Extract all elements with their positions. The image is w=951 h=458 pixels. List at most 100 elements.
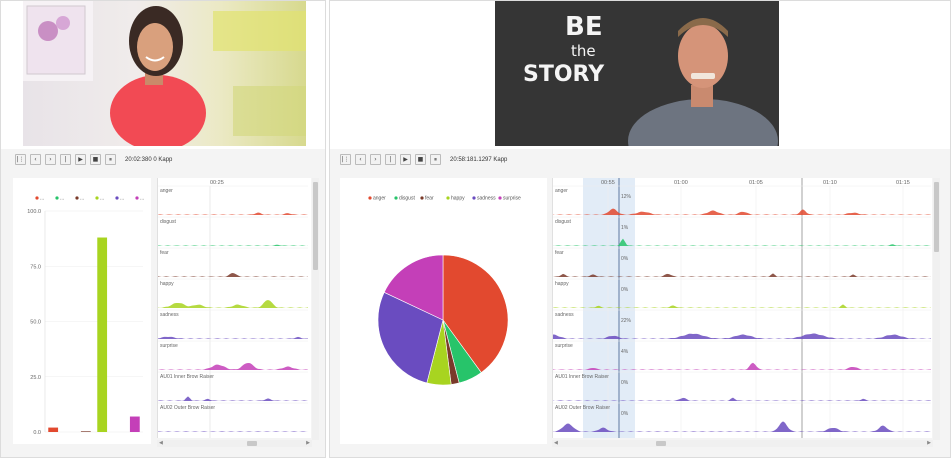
pie-legend-label-sadness[interactable]: sadness	[477, 196, 496, 202]
left-timeline-horizontal-scrollbar[interactable]: ◀ ▶	[157, 440, 312, 447]
right-video-area: BE the STORY	[330, 1, 950, 149]
left-prev-frame-button[interactable]: ‹	[30, 154, 41, 165]
left-track-wave	[158, 362, 308, 370]
bar-happy[interactable]	[97, 237, 108, 432]
right-track-label: AU01 Inner Brow Raiser	[555, 374, 609, 380]
right-timeline-axis-label: 00:55	[601, 180, 615, 186]
bar-legend-swatch[interactable]	[75, 196, 79, 200]
scroll-right-arrow-icon[interactable]: ▶	[306, 440, 310, 446]
bar-legend-swatch[interactable]	[35, 196, 39, 200]
right-video-player[interactable]: BE the STORY	[495, 1, 779, 146]
left-play-button[interactable]: ▶	[75, 154, 86, 165]
bar-y-tick-label: 50.0	[30, 320, 41, 326]
right-track-label: disgust	[555, 219, 571, 225]
left-emotion-timeline[interactable]: 00:25 anger disgust fear happy sadness surpris…	[157, 178, 311, 438]
pie-legend-swatch[interactable]	[420, 196, 424, 200]
bar-y-tick-label: 0.0	[33, 430, 41, 436]
bar-legend-label[interactable]: ...	[60, 196, 64, 202]
left-session-panel: |⋮ ‹ › | ▶ ■ ⏸ 20:02:380 0 Kapp 0.0 25.0 5…	[0, 0, 326, 458]
pie-slice-surprise[interactable]	[383, 254, 444, 321]
bar-surprise[interactable]	[129, 416, 140, 432]
left-video-area	[1, 1, 325, 149]
scroll-left-arrow-icon[interactable]: ◀	[159, 440, 163, 446]
pie-legend-swatch[interactable]	[498, 196, 502, 200]
right-play-button[interactable]: ▶	[400, 154, 411, 165]
bar-legend-label[interactable]: ...	[80, 196, 84, 202]
right-marker-button[interactable]: |	[385, 154, 396, 165]
left-horizontal-scroll-thumb[interactable]	[247, 441, 257, 446]
left-marker-button[interactable]: |	[60, 154, 71, 165]
bar-legend-label[interactable]: ...	[40, 196, 44, 202]
left-track-wave	[158, 336, 308, 339]
right-track-label: AU02 Outer Brow Raiser	[555, 405, 610, 411]
pie-legend-label-fear[interactable]: fear	[425, 196, 434, 202]
bar-legend-swatch[interactable]	[115, 196, 119, 200]
pie-slice-anger[interactable]	[442, 254, 509, 374]
right-vertical-scroll-thumb[interactable]	[934, 182, 939, 252]
left-player-controls: |⋮ ‹ › | ▶ ■ ⏸ 20:02:380 0 Kapp	[15, 154, 172, 165]
pie-slice-sadness[interactable]	[377, 291, 444, 384]
left-track-label: AU02 Outer Brow Raiser	[160, 405, 215, 411]
right-timeline-vertical-scrollbar[interactable]	[933, 178, 940, 440]
right-track-wave	[553, 238, 931, 246]
bar-legend-label[interactable]: ...	[120, 196, 124, 202]
left-track-wave	[158, 396, 308, 401]
right-timeline-axis-label: 01:15	[896, 180, 910, 186]
left-video-player[interactable]	[23, 1, 306, 146]
right-track-label: surprise	[555, 343, 573, 349]
pie-legend-swatch[interactable]	[394, 196, 398, 200]
bar-y-tick-label: 75.0	[30, 264, 41, 270]
left-video-frame	[23, 1, 306, 146]
left-pause-button[interactable]: ⏸	[105, 154, 116, 165]
bar-legend-label[interactable]: ...	[100, 196, 104, 202]
left-track-wave	[158, 244, 308, 246]
right-track-wave	[553, 362, 931, 370]
left-next-frame-button[interactable]: ›	[45, 154, 56, 165]
bar-chart-svg: 0.0 25.0 50.0 75.0 100.0..................	[27, 196, 144, 437]
left-stop-button[interactable]: ■	[90, 154, 101, 165]
right-player-controls: |⋮ ‹ › | ▶ ■ ⏸ 20:58:181.1297 Kapp	[340, 154, 507, 165]
pie-legend-label-disgust[interactable]: disgust	[399, 196, 415, 202]
right-track-label: fear	[555, 250, 564, 256]
pie-legend-label-anger[interactable]: anger	[373, 196, 386, 202]
pie-legend-label-happy[interactable]: happy	[451, 196, 465, 202]
right-track-wave	[553, 304, 931, 308]
pie-legend-swatch[interactable]	[472, 196, 476, 200]
right-scroll-left-arrow-icon[interactable]: ◀	[554, 440, 558, 446]
right-track-percentage: 0%	[621, 256, 629, 262]
left-timeline-svg: 00:25 anger disgust fear happy sadness surpris…	[158, 180, 308, 438]
right-scroll-right-arrow-icon[interactable]: ▶	[927, 440, 931, 446]
left-frame-start-button[interactable]: |⋮	[15, 154, 26, 165]
left-timeline-vertical-scrollbar[interactable]	[312, 178, 319, 440]
right-horizontal-scroll-thumb[interactable]	[656, 441, 666, 446]
right-pause-button[interactable]: ⏸	[430, 154, 441, 165]
pie-chart-svg: anger disgust fear happy sadness surprise	[368, 196, 521, 386]
left-emotion-bar-chart: 0.0 25.0 50.0 75.0 100.0..................	[13, 178, 151, 444]
right-timeline-horizontal-scrollbar[interactable]: ◀ ▶	[552, 440, 933, 447]
right-prev-frame-button[interactable]: ‹	[355, 154, 366, 165]
video-sign-the: the	[571, 42, 596, 60]
pie-legend-swatch[interactable]	[446, 196, 450, 200]
bar-anger[interactable]	[48, 427, 59, 432]
pie-legend-swatch[interactable]	[368, 196, 372, 200]
right-emotion-timeline[interactable]: 00:55 01:00 01:05 01:10 01:15 anger 12% disgust…	[552, 178, 932, 438]
right-timeline-axis-label: 01:00	[674, 180, 688, 186]
bar-legend-swatch[interactable]	[95, 196, 99, 200]
right-track-percentage: 12%	[621, 194, 632, 200]
pie-legend-label-surprise[interactable]: surprise	[503, 196, 521, 202]
left-track-label: sadness	[160, 312, 179, 318]
right-video-frame: BE the STORY	[495, 1, 779, 146]
right-track-wave	[553, 333, 931, 339]
right-stop-button[interactable]: ■	[415, 154, 426, 165]
left-time-readout: 20:02:380 0 Kapp	[125, 156, 173, 163]
bar-legend-swatch[interactable]	[135, 196, 139, 200]
left-track-label: disgust	[160, 219, 176, 225]
right-timeline-axis-label: 01:10	[823, 180, 837, 186]
bar-legend-label[interactable]: ...	[140, 196, 144, 202]
bar-fear[interactable]	[80, 431, 91, 432]
bar-legend-swatch[interactable]	[55, 196, 59, 200]
left-vertical-scroll-thumb[interactable]	[313, 182, 318, 270]
right-next-frame-button[interactable]: ›	[370, 154, 381, 165]
right-frame-start-button[interactable]: |⋮	[340, 154, 351, 165]
right-track-label: happy	[555, 281, 569, 287]
